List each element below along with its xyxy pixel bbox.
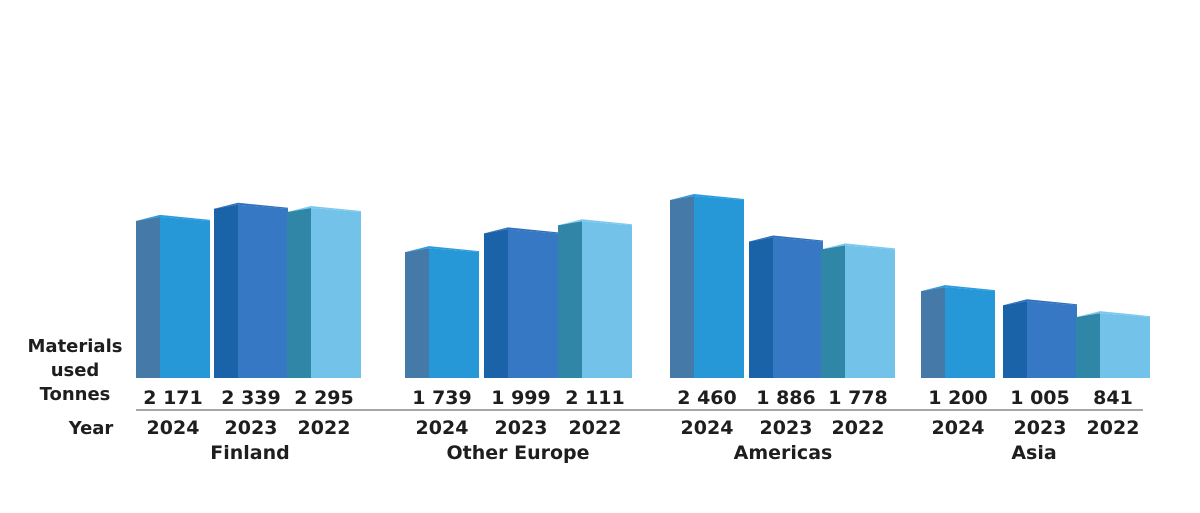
value-label-asia-2023: 1 005 [1010,387,1070,409]
bar-americas-2022 [845,245,895,378]
bar-side-americas-2023 [749,237,773,378]
row-label-year: Year [68,418,114,439]
year-label-asia-2023: 2023 [1014,417,1067,439]
year-label-other-europe-2023: 2023 [495,417,548,439]
year-label-asia-2022: 2022 [1087,417,1140,439]
value-label-finland-2022: 2 295 [294,387,354,409]
bar-other-europe-2022 [582,221,632,378]
bar-side-asia-2024 [921,287,945,378]
bar-finland-2022 [311,207,361,378]
bar-top-finland-2023 [214,202,288,209]
bar-side-other-europe-2024 [405,248,429,378]
bar-top-finland-2022 [287,205,361,212]
bar-top-asia-2022 [1076,311,1150,318]
region-label-finland: Finland [210,442,289,464]
bar-top-americas-2022 [821,243,895,250]
year-label-americas-2022: 2022 [832,417,885,439]
value-label-americas-2022: 1 778 [828,387,888,409]
region-label-asia: Asia [1011,442,1056,464]
bar-side-asia-2023 [1003,301,1027,378]
value-label-finland-2023: 2 339 [221,387,281,409]
row-label-tonnes: Tonnes [40,384,111,405]
value-label-americas-2024: 2 460 [677,387,737,409]
region-label-other-europe: Other Europe [446,442,589,464]
value-label-other-europe-2023: 1 999 [491,387,551,409]
year-label-americas-2024: 2024 [681,417,734,439]
labels-layer: Materials used Tonnes Year 2 171 2024 2 33… [28,336,1143,464]
bar-americas-2023 [773,237,823,378]
bar-finland-2023 [238,204,288,378]
year-label-finland-2023: 2023 [225,417,278,439]
bar-side-americas-2022 [821,245,845,378]
bar-finland-2024 [160,216,210,378]
year-label-finland-2024: 2024 [147,417,200,439]
bars-layer [136,194,1150,378]
bar-side-americas-2024 [670,196,694,378]
bar-other-europe-2023 [508,229,558,378]
bar-asia-2022 [1100,313,1150,378]
bar-asia-2023 [1027,301,1077,378]
value-label-other-europe-2024: 1 739 [412,387,472,409]
bar-side-other-europe-2022 [558,221,582,378]
bar-side-finland-2024 [136,216,160,378]
bar-asia-2024 [945,287,995,378]
bar-side-finland-2022 [287,207,311,378]
year-label-other-europe-2022: 2022 [569,417,622,439]
row-label-materials: Materials [28,336,123,357]
region-label-americas: Americas [734,442,833,464]
value-label-finland-2024: 2 171 [143,387,203,409]
year-label-americas-2023: 2023 [760,417,813,439]
bar-top-asia-2023 [1003,299,1077,306]
bar-side-asia-2022 [1076,313,1100,378]
bar-top-americas-2024 [670,194,744,200]
bar-top-other-europe-2023 [484,227,558,234]
bar-top-asia-2024 [921,285,995,292]
year-label-other-europe-2024: 2024 [416,417,469,439]
bar-top-americas-2023 [749,235,823,242]
value-label-americas-2023: 1 886 [756,387,816,409]
bar-top-other-europe-2022 [558,219,632,226]
bar-side-finland-2023 [214,204,238,378]
row-label-used: used [51,360,100,381]
value-label-other-europe-2022: 2 111 [565,387,625,409]
bar-top-other-europe-2024 [405,246,479,253]
bar-side-other-europe-2023 [484,229,508,378]
bar-top-finland-2024 [136,214,210,221]
bar-other-europe-2024 [429,248,479,378]
value-label-asia-2024: 1 200 [928,387,988,409]
year-label-finland-2022: 2022 [298,417,351,439]
bar-americas-2024 [694,196,744,378]
year-label-asia-2024: 2024 [932,417,985,439]
value-label-asia-2022: 841 [1093,387,1133,409]
